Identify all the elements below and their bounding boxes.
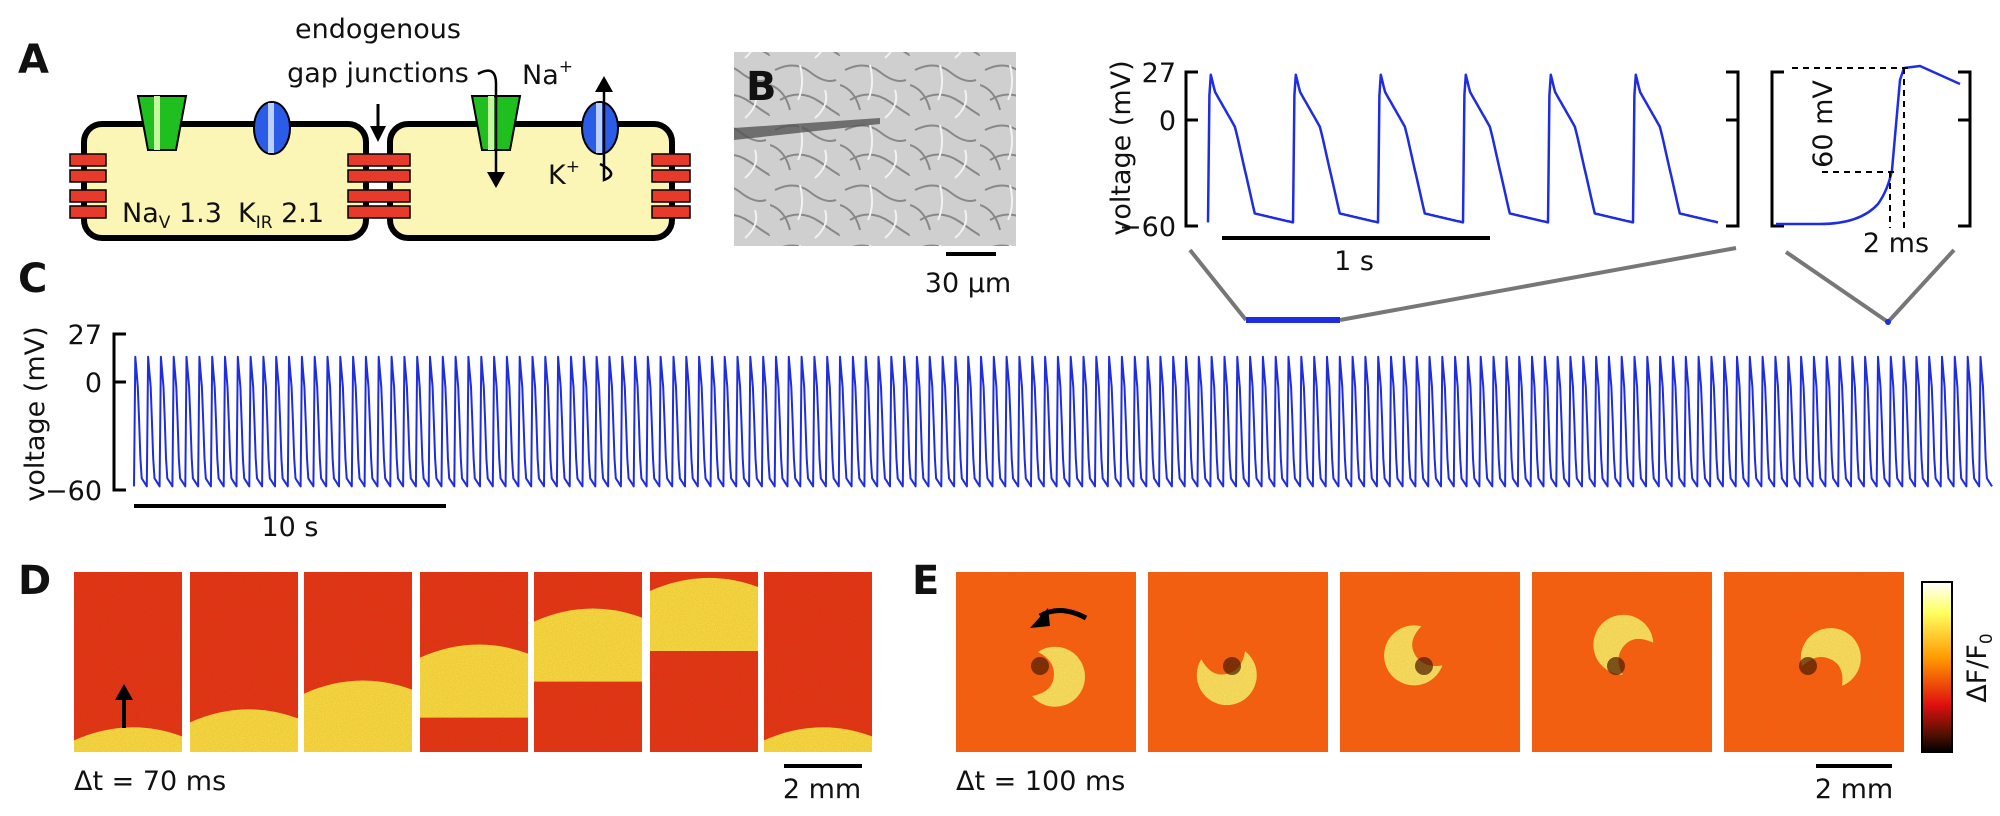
top-ytick-0: 0 [1159,106,1176,137]
e-frame [1724,572,1904,752]
panel-label-c: C [18,256,47,302]
d-dt-label: Δt = 70 ms [74,766,226,797]
c-ytick-27: 27 [68,320,102,351]
propagation-arrow-icon [115,684,133,728]
gap-junction-middle [347,153,411,219]
top-ytick-60: −60 [1119,212,1176,243]
scalebar-d-label: 2 mm [783,774,861,805]
inset-bracket-left [1770,70,1784,228]
e-frame [1148,572,1328,752]
k-ion-label: K+ [548,157,580,191]
top-trace [1206,73,1719,224]
c-trace [133,355,1993,488]
cell-diagram [69,69,691,241]
nav-label: NaV 1.3 [122,198,222,233]
zoom-connectors [1188,246,1956,324]
annotation-arrow-icon [370,104,386,142]
d-frame [650,572,758,752]
kir-channel-icon [253,101,291,155]
d-frame [74,572,182,752]
micrograph [734,52,1016,246]
e-frame [1532,572,1712,752]
d-frame [304,572,412,752]
panel-label-d: D [18,558,51,604]
inset-voltage-label: 60 mV [1808,80,1839,168]
panel-label-b: B [746,64,777,110]
e-frame [956,572,1136,752]
inset-guides [1792,67,1910,228]
e-frames [956,572,1904,752]
e-frame [1340,572,1520,752]
colorbar-label: ΔF/F0 [1962,633,1997,702]
inset-time-label: 2 ms [1863,228,1929,259]
scalebar-1s-label: 1 s [1334,246,1374,277]
top-ylabel: voltage (mV) [1106,60,1137,235]
top-left-bracket [1184,70,1198,228]
gap-junction-right [651,153,691,219]
kir-channel-flux-icon [581,76,619,182]
cell-right [387,121,675,241]
colorbar [1921,581,1953,753]
e-dt-label: Δt = 100 ms [956,766,1125,797]
inset-trace [1776,64,1961,226]
scalebar-b-label: 30 µm [925,268,1011,299]
c-ytick-60: −60 [45,476,102,507]
gap-junction-left [69,153,107,219]
top-right-bracket [1726,70,1740,228]
d-frame [534,572,642,752]
d-frames [74,572,872,752]
nav-channel-icon [136,95,188,151]
panel-label-e: E [912,558,939,604]
zoom-marker-2 [1885,319,1891,325]
pipette-icon [734,118,880,140]
d-frame [420,572,528,752]
c-ytick-0: 0 [85,368,102,399]
na-ion-label: Na+ [522,57,573,91]
c-ylabel: voltage (mV) [20,326,51,501]
annotation-endogenous: endogenous [295,14,461,45]
panel-label-a: A [18,37,49,83]
rotation-arrow-icon [1030,608,1088,628]
annotation-gap-junctions: gap junctions [287,58,469,89]
nav-channel-flux-icon [470,69,522,188]
top-ytick-27: 27 [1142,58,1176,89]
kir-label: KIR 2.1 [238,198,324,233]
scalebar-10s-label: 10 s [261,512,318,543]
d-frame [764,572,872,752]
inset-bracket-right [1958,70,1972,228]
d-frame [190,572,298,752]
c-axis [112,332,126,492]
scalebar-e-label: 2 mm [1815,774,1893,805]
